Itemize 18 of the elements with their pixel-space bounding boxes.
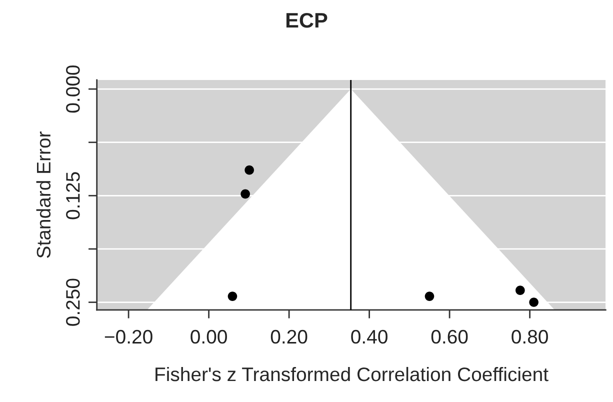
x-tick-label: 0.40 [351,330,388,344]
x-tick-label: 0.20 [270,330,308,344]
y-axis-title: Standard Error [36,132,51,258]
point [240,189,250,199]
y-tick-label: 0.125 [66,172,80,220]
y-tick-label: 0.000 [66,65,80,113]
point [228,292,238,301]
x-tick-label: 0.00 [190,330,227,344]
x-tick-label: −0.20 [104,330,152,344]
chart-title: ECP [286,12,328,28]
x-tick-label: 0.60 [431,330,468,344]
point [244,165,254,175]
point [516,286,525,295]
x-tick-label: 0.80 [512,330,548,344]
point [529,298,538,307]
y-tick-label: 0.250 [66,278,80,326]
point [424,292,434,301]
x-axis-title: Fisher's z Transformed Correlation Coefficient [156,366,548,382]
